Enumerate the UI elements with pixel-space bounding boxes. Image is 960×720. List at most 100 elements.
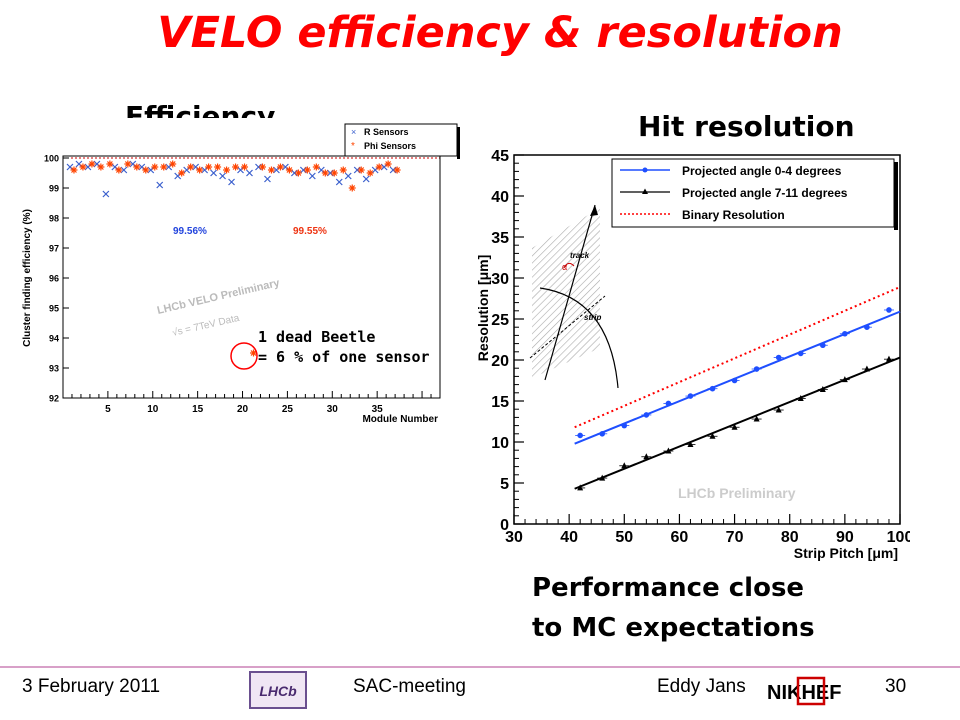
resolution-x-axis-label: Strip Pitch [μm]: [794, 545, 898, 561]
phi-sensor-point: [142, 166, 150, 174]
resolution-x-tick-label: 30: [505, 529, 523, 546]
phi-sensor-point: [250, 349, 257, 357]
legend-blue-marker: [642, 167, 648, 173]
resolution-y-tick-label: 5: [500, 476, 509, 493]
projected-7-11-point: [577, 484, 584, 491]
projected-7-11-point: [775, 406, 782, 413]
efficiency-x-tick-label: 30: [327, 404, 339, 415]
r-sensor-point: [129, 160, 137, 168]
resolution-x-tick-label: 60: [671, 529, 689, 546]
phi-sensor-point: [267, 166, 275, 174]
binary-resolution-line: [574, 286, 901, 429]
phi-sensor-point: [232, 163, 240, 171]
dead-beetle-annotation: 1 dead Beetle = 6 % of one sensor: [258, 327, 430, 367]
efficiency-y-tick-label: 97: [49, 244, 59, 254]
nikhef-logo-frame: [796, 676, 826, 706]
phi-sensor-point: [321, 169, 329, 177]
r-sensor-point: [317, 166, 325, 174]
phi-sensor-point: [294, 169, 302, 177]
efficiency-chart: 92 93 94 95 96 97 98 99 100 5 10 15 20 25 30 35 Cluste…: [18, 118, 468, 428]
resolution-x-tick-label: 80: [781, 529, 799, 546]
resolution-y-axis-label: Resolution [μm]: [475, 255, 491, 362]
footer-meeting: SAC-meeting: [353, 676, 466, 697]
r-sensor-point: [237, 166, 244, 174]
phi-sensor-point: [169, 160, 177, 168]
efficiency-y-tick-label: 99: [49, 184, 59, 194]
phi-sensor-point: [375, 163, 383, 171]
efficiency-y-tick-label: 93: [49, 364, 59, 374]
phi-sensor-point: [366, 169, 374, 177]
projected-0-4-point: [842, 330, 848, 337]
r-sensor-point: [75, 160, 83, 168]
slide-title: VELO efficiency & resolution: [157, 8, 843, 58]
r-sensor-point: [264, 175, 271, 183]
resolution-y-tick-label: 25: [491, 312, 509, 329]
phi-sensor-point: [115, 166, 123, 174]
resolution-plot-frame: [513, 154, 901, 525]
phi-sensor-point: [384, 160, 392, 168]
nikhef-logo-text: NIKHEF: [767, 682, 841, 704]
resolution-x-tick-label: 100: [887, 529, 910, 546]
resolution-x-tick-label: 90: [836, 529, 854, 546]
phi-sensor-point: [241, 163, 249, 171]
efficiency-y-tick-label: 100: [44, 154, 59, 164]
phi-sensor-point: [214, 163, 222, 171]
phi-sensor-point: [160, 163, 168, 171]
dead-beetle-circle: [230, 342, 258, 370]
efficiency-x-tick-label: 15: [192, 404, 204, 415]
r-sensor-point: [380, 163, 388, 171]
projected-7-11-point: [709, 432, 716, 439]
efficiency-y-tick-label: 92: [49, 394, 59, 404]
projected-0-4-point: [687, 393, 694, 399]
efficiency-y-tick-label: 96: [49, 274, 59, 284]
projected-0-4-point: [820, 342, 826, 349]
phi-sensor-point: [124, 160, 132, 168]
phi-sensor-point: [393, 166, 401, 174]
schematic-hatched-region: [532, 208, 600, 378]
page-number: 30: [885, 676, 907, 697]
projected-7-11-point: [621, 462, 628, 469]
phi-sensor-point: [88, 160, 96, 168]
resolution-chart: 0 5 10 15 20 25 30 35 40 45 30 40 50 60 70 80 90 100 α t…: [470, 148, 910, 566]
conclusion-text: Performance close to MC expectations: [532, 568, 815, 648]
efficiency-y-tick-label: 94: [49, 334, 59, 344]
alpha-arc: [563, 262, 575, 269]
legend-r-sensors: R Sensors: [364, 127, 409, 137]
r-sensor-point: [362, 175, 370, 183]
phi-sensor-mean-label: 99.55%: [293, 226, 327, 237]
nikhef-logo: NIKHEF: [767, 676, 841, 706]
legend-r-marker: ×: [351, 127, 356, 137]
hit-resolution-heading: Hit resolution: [638, 110, 855, 143]
r-sensor-point: [201, 166, 209, 174]
strip-label: strip: [584, 313, 601, 322]
r-sensor-point: [228, 178, 235, 186]
conclusion-line-1: Performance close: [532, 573, 805, 603]
dead-beetle-line-1: 1 dead Beetle: [258, 328, 376, 346]
resolution-y-tick-label: 10: [491, 435, 509, 452]
r-sensor-point: [111, 163, 119, 171]
phi-sensor-point: [97, 163, 105, 171]
projected-7-11-point: [753, 415, 760, 422]
resolution-y-tick-label: 0: [500, 517, 509, 534]
r-sensor-point: [192, 163, 200, 171]
phi-sensor-point: [339, 166, 347, 174]
r-sensor-point: [102, 190, 110, 198]
phi-sensor-point: [357, 166, 365, 174]
legend-binary-resolution: Binary Resolution: [682, 208, 785, 222]
footer-author: Eddy Jans: [657, 676, 746, 697]
efficiency-y-tick-label: 95: [49, 304, 59, 314]
legend-projected-7-11: Projected angle 7-11 degrees: [682, 186, 848, 200]
projected-7-11-point: [841, 376, 848, 383]
r-sensor-mean-label: 99.56%: [173, 226, 207, 237]
projected-7-11-point: [665, 447, 672, 454]
r-sensor-point: [84, 163, 92, 171]
resolution-x-tick-label: 70: [726, 529, 744, 546]
r-sensor-point: [273, 166, 280, 174]
lhcb-preliminary-watermark: LHCb Preliminary: [678, 485, 796, 501]
alpha-label: α: [562, 262, 567, 272]
track-arrowhead: [590, 205, 598, 216]
phi-sensor-point: [258, 163, 266, 171]
projected-7-11-point: [863, 365, 870, 372]
r-sensor-point: [174, 172, 182, 180]
projected-7-11-point: [687, 440, 694, 447]
